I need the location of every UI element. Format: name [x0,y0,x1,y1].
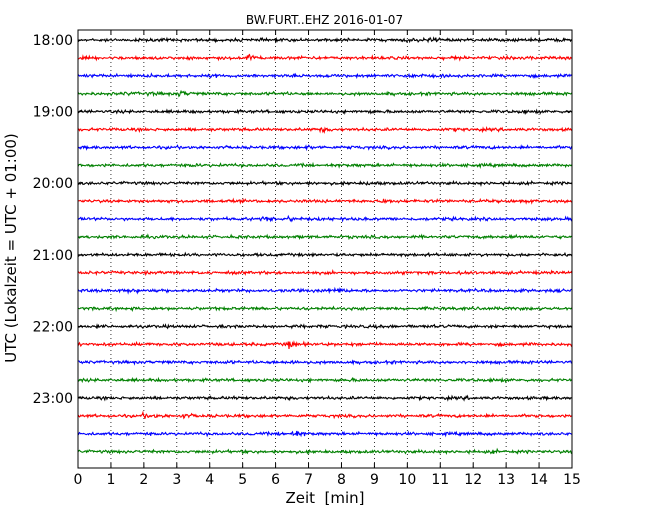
trace-line [77,179,573,187]
x-axis-label: Zeit [min] [285,489,364,507]
x-tick-label: 14 [530,472,548,488]
y-tick-label: 22:00 [33,319,73,335]
y-tick-label: 19:00 [33,105,73,121]
trace-line [77,359,573,366]
y-tick-label: 20:00 [33,176,73,192]
trace-line [77,233,573,241]
trace-line [77,214,573,223]
trace-line [77,286,573,295]
trace-line [77,161,573,169]
y-tick-label: 18:00 [33,33,73,49]
trace-line [77,72,573,80]
trace-line [77,340,573,349]
x-tick-label: 9 [370,472,379,488]
x-tick-label: 10 [398,472,416,488]
trace-line [77,269,573,277]
x-tick-label: 12 [464,472,482,488]
x-tick-label: 1 [106,472,115,488]
traces [77,36,573,455]
axis-ticks: 0 1 2 3 4 5 6 7 8 9 10 11 12 13 14 1518:0019:0020:0021:… [33,30,581,488]
y-tick-label: 21:00 [33,248,73,264]
trace-line [77,144,573,152]
y-axis-label: UTC (Lokalzeit = UTC + 01:00) [2,133,20,363]
x-tick-label: 13 [497,472,515,488]
plot-frame [77,29,573,469]
trace-line [77,376,573,384]
trace-line [77,447,573,455]
x-tick-label: 15 [563,472,581,488]
chart-title: BW.FURT..EHZ 2016-01-07 [246,13,403,27]
x-tick-label: 11 [431,472,449,488]
x-tick-label: 0 [74,472,83,488]
x-tick-label: 5 [238,472,247,488]
trace-line [77,125,573,135]
y-tick-label: 23:00 [33,391,73,407]
x-tick-label: 2 [139,472,148,488]
trace-line [77,53,573,62]
trace-line [77,323,573,330]
trace-line [77,305,573,313]
trace-line [77,394,573,402]
trace-line [77,430,573,438]
trace-line [77,89,573,98]
x-tick-label: 4 [205,472,214,488]
trace-line [77,108,573,116]
trace-line [77,36,573,44]
x-tick-label: 6 [271,472,280,488]
trace-line [77,410,573,420]
x-tick-label: 8 [337,472,346,488]
trace-line [77,251,573,258]
x-tick-label: 3 [172,472,181,488]
trace-line [77,197,573,205]
x-tick-label: 7 [304,472,313,488]
